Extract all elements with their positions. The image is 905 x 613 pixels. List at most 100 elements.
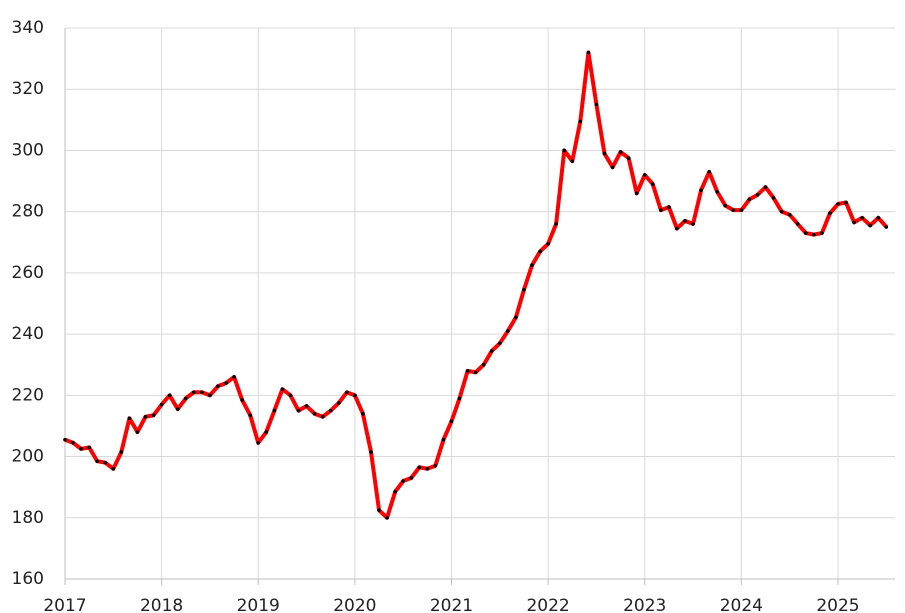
data-point — [876, 215, 881, 220]
data-point — [425, 467, 430, 471]
y-tick-label: 200 — [12, 447, 44, 467]
y-tick-label: 280 — [12, 202, 44, 222]
data-point — [353, 393, 357, 398]
y-tick-label: 160 — [12, 569, 44, 589]
data-point — [369, 450, 373, 454]
data-point — [280, 387, 285, 392]
data-point — [820, 231, 824, 235]
data-point — [95, 459, 99, 463]
data-point — [135, 430, 140, 434]
data-point — [828, 211, 832, 215]
data-point — [642, 173, 647, 177]
data-point — [103, 460, 108, 465]
data-point — [449, 419, 454, 424]
data-point — [804, 231, 808, 235]
data-point — [715, 189, 720, 194]
data-point — [393, 489, 397, 494]
data-point — [264, 430, 269, 434]
data-point — [345, 390, 349, 395]
data-point — [763, 185, 768, 189]
data-point — [779, 209, 784, 214]
data-point — [63, 437, 67, 442]
data-point — [546, 242, 550, 246]
data-point — [473, 370, 478, 375]
data-point — [457, 396, 462, 401]
data-point — [755, 193, 760, 197]
data-point — [634, 191, 639, 196]
data-point — [659, 208, 663, 212]
data-point — [409, 476, 414, 480]
data-point — [465, 369, 470, 373]
data-point — [650, 182, 655, 186]
data-point — [530, 263, 534, 268]
data-point — [868, 223, 872, 228]
x-tick-label: 2017 — [43, 596, 86, 613]
data-point — [87, 445, 91, 450]
data-point — [618, 150, 623, 154]
data-point — [683, 219, 687, 223]
data-point — [578, 119, 583, 124]
data-point — [143, 414, 148, 419]
data-point — [514, 315, 518, 320]
data-point — [538, 249, 542, 254]
y-tick-label: 240 — [12, 324, 44, 344]
data-point — [675, 226, 679, 231]
data-point — [731, 208, 736, 212]
data-point — [498, 341, 502, 346]
data-point — [240, 398, 244, 402]
data-point — [562, 148, 567, 153]
data-point — [481, 362, 486, 367]
y-tick-label: 220 — [12, 385, 44, 405]
data-point — [570, 159, 575, 163]
data-point — [602, 151, 607, 156]
data-point — [288, 393, 293, 398]
data-point — [79, 447, 83, 451]
data-point — [417, 465, 422, 470]
data-point — [111, 467, 116, 471]
data-point — [836, 202, 840, 206]
data-point — [667, 205, 671, 209]
y-tick-label: 180 — [12, 508, 44, 528]
data-point — [328, 408, 333, 413]
data-point — [224, 381, 228, 385]
data-point — [884, 225, 889, 229]
data-point — [248, 413, 253, 418]
data-point — [707, 170, 711, 174]
data-point — [272, 408, 277, 413]
data-point — [167, 393, 172, 398]
data-point — [151, 413, 156, 418]
data-point — [159, 402, 164, 407]
y-tick-label: 260 — [12, 263, 44, 283]
data-point — [433, 463, 438, 468]
data-point — [361, 411, 365, 416]
data-point — [860, 215, 864, 220]
x-tick-label: 2024 — [720, 596, 763, 613]
data-point — [844, 200, 848, 205]
data-point — [377, 508, 381, 512]
data-point — [691, 222, 695, 226]
data-point — [852, 220, 856, 225]
y-tick-label: 300 — [12, 140, 44, 160]
data-point — [200, 390, 204, 395]
data-point — [385, 515, 389, 520]
data-point — [522, 287, 526, 292]
data-point — [747, 197, 752, 202]
data-point — [594, 102, 599, 107]
data-point — [489, 349, 494, 353]
data-point — [208, 393, 212, 398]
data-point — [296, 408, 301, 413]
x-tick-label: 2021 — [430, 596, 473, 613]
data-point — [312, 411, 317, 416]
data-point — [586, 50, 591, 55]
x-tick-label: 2019 — [237, 596, 280, 613]
y-tick-label: 320 — [12, 79, 44, 99]
data-point — [304, 404, 309, 408]
x-tick-label: 2018 — [140, 596, 183, 613]
x-tick-label: 2022 — [526, 596, 569, 613]
data-point — [216, 384, 220, 388]
data-point — [441, 437, 446, 442]
y-tick-label: 340 — [12, 18, 44, 38]
x-tick-label: 2023 — [623, 596, 666, 613]
data-point — [723, 203, 728, 208]
